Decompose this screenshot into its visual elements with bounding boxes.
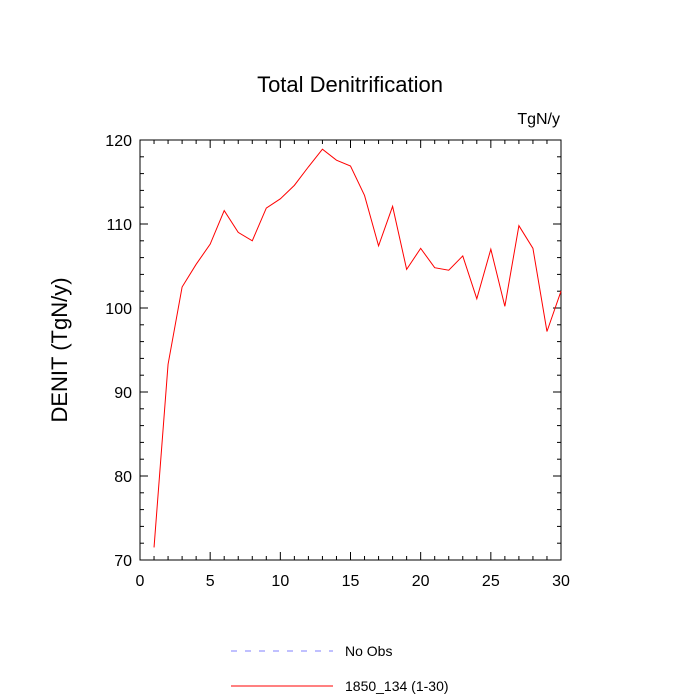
chart-title: Total Denitrification	[257, 72, 443, 97]
x-tick-label: 15	[342, 573, 360, 590]
legend-label-1: 1850_134 (1-30)	[345, 678, 449, 694]
y-tick-label: 110	[106, 217, 132, 234]
x-tick-label: 30	[552, 573, 570, 590]
plot-area: 0 5 10 15 20 25 30 70 80 90 100 110 120	[105, 133, 570, 590]
y-tick-label: 120	[105, 133, 132, 150]
x-tick-label: 10	[271, 573, 289, 590]
legend: No Obs 1850_134 (1-30)	[231, 643, 449, 694]
x-tick-label: 25	[482, 573, 500, 590]
y-axis-label: DENIT (TgN/y)	[47, 277, 72, 422]
y-tick-label: 80	[114, 469, 132, 486]
x-tick-label: 0	[136, 573, 145, 590]
x-tick-label: 5	[206, 573, 215, 590]
legend-label-0: No Obs	[345, 643, 392, 659]
x-tick-label: 20	[412, 573, 430, 590]
series-line-1	[153, 148, 562, 548]
plot-frame	[139, 139, 562, 561]
units-label: TgN/y	[517, 111, 560, 128]
y-tick-label: 90	[114, 385, 132, 402]
y-tick-label: 70	[114, 553, 132, 570]
y-tick-label: 100	[105, 301, 132, 318]
